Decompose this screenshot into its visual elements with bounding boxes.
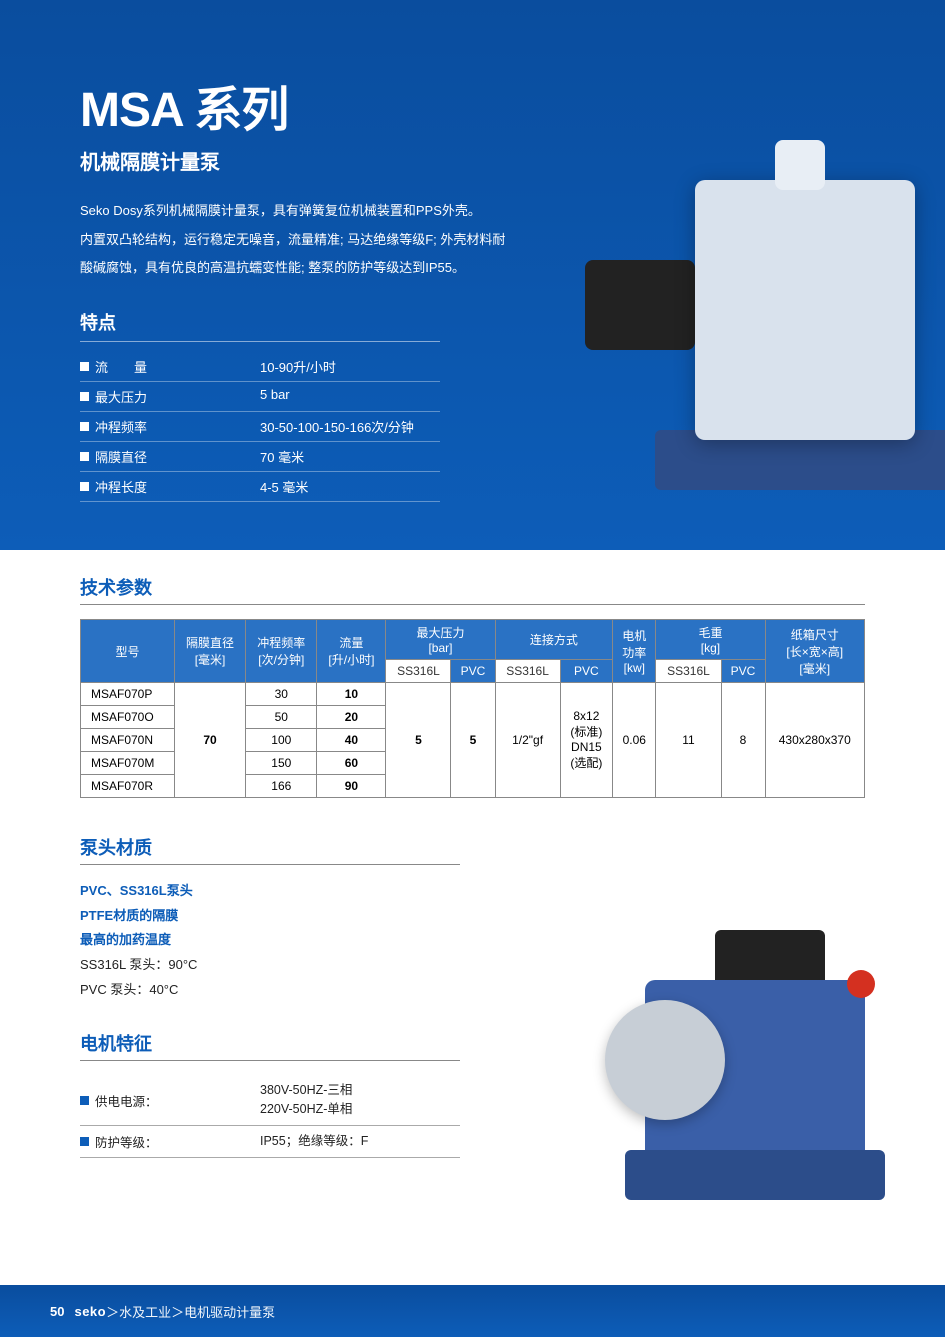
square-bullet-icon (80, 392, 89, 401)
subcol-pvc: PVC (451, 660, 495, 683)
col-maxp: 最大压力 [bar] (386, 620, 495, 660)
cell-motor: 0.06 (613, 683, 656, 798)
cell-box: 430x280x370 (765, 683, 864, 798)
col-motor: 电机 功率 [kw] (613, 620, 656, 683)
spec-table: 型号 隔膜直径 [毫米] 冲程频率 [次/分钟] 流量 [升/小时] 最大压力 … (80, 619, 865, 798)
cell-flow: 90 (317, 775, 386, 798)
breadcrumb: ＞水及工业＞电机驱动计量泵 (106, 1302, 275, 1321)
cell-model: MSAF070O (81, 706, 175, 729)
materials-line: PVC、SS316L泵头 (80, 879, 865, 904)
cell-maxp-pvc: 5 (451, 683, 495, 798)
features-table: 流 量 10-90升/小时 最大压力 5 bar 冲程频率 30-50-100-… (80, 352, 440, 502)
cell-flow: 10 (317, 683, 386, 706)
product-image-secondary (545, 910, 945, 1240)
subcol-pvc: PVC (721, 660, 765, 683)
cell-maxp-ss: 5 (386, 683, 451, 798)
cell-flow: 20 (317, 706, 386, 729)
subcol-ss: SS316L (656, 660, 721, 683)
feature-value: 30-50-100-150-166次/分钟 (260, 417, 440, 436)
cell-model: MSAF070R (81, 775, 175, 798)
motor-row: 供电电源： 380V-50HZ-三相 220V-50HZ-单相 (80, 1075, 460, 1126)
feature-label: 冲程频率 (95, 417, 147, 436)
feature-label: 隔膜直径 (95, 447, 147, 466)
feature-row: 冲程长度 4-5 毫米 (80, 472, 440, 502)
cell-weight-ss: 11 (656, 683, 721, 798)
motor-value: IP55；绝缘等级：F (260, 1132, 460, 1151)
square-bullet-icon (80, 482, 89, 491)
spec-panel: 技术参数 型号 隔膜直径 [毫米] 冲程频率 [次/分钟] 流量 [升/小时] … (0, 550, 945, 1178)
hero-panel: MSA 系列 机械隔膜计量泵 Seko Dosy系列机械隔膜计量泵，具有弹簧复位… (0, 0, 945, 550)
motor-label: 供电电源： (95, 1091, 158, 1110)
subcol-ss: SS316L (495, 660, 560, 683)
spec-heading: 技术参数 (80, 574, 865, 605)
feature-row: 冲程频率 30-50-100-150-166次/分钟 (80, 412, 440, 442)
cell-stroke: 166 (246, 775, 317, 798)
feature-label: 最大压力 (95, 387, 147, 406)
cell-diaphragm: 70 (174, 683, 245, 798)
feature-row: 最大压力 5 bar (80, 382, 440, 412)
page-footer: 50 seko ＞水及工业＞电机驱动计量泵 (0, 1285, 945, 1337)
cell-model: MSAF070N (81, 729, 175, 752)
conn-pvc-l4: (选配) (567, 754, 607, 771)
col-box: 纸箱尺寸 [长×宽×高] [毫米] (765, 620, 864, 683)
cell-stroke: 150 (246, 752, 317, 775)
col-conn: 连接方式 (495, 620, 613, 660)
cell-model: MSAF070P (81, 683, 175, 706)
page-number: 50 (50, 1304, 64, 1319)
materials-heading: 泵头材质 (80, 834, 460, 865)
cell-conn-ss: 1/2"gf (495, 683, 560, 798)
feature-row: 隔膜直径 70 毫米 (80, 442, 440, 472)
features-heading: 特点 (80, 309, 440, 342)
square-bullet-icon (80, 1137, 89, 1146)
feature-value: 4-5 毫米 (260, 477, 440, 496)
feature-value: 70 毫米 (260, 447, 440, 466)
page-title: MSA 系列 (80, 70, 865, 140)
cell-stroke: 100 (246, 729, 317, 752)
description-line-1: Seko Dosy系列机械隔膜计量泵，具有弹簧复位机械装置和PPS外壳。 (80, 199, 520, 224)
table-row: MSAF070P 70 30 10 5 5 1/2"gf 8x12 (标准) D… (81, 683, 865, 706)
feature-value: 5 bar (260, 387, 440, 406)
motor-section: 电机特征 供电电源： 380V-50HZ-三相 220V-50HZ-单相 防护等… (80, 1030, 460, 1158)
description-line-3: 酸碱腐蚀，具有优良的高温抗蠕变性能; 整泵的防护等级达到IP55。 (80, 256, 520, 281)
motor-heading: 电机特征 (80, 1030, 460, 1061)
cell-stroke: 50 (246, 706, 317, 729)
square-bullet-icon (80, 1096, 89, 1105)
cell-conn-pvc: 8x12 (标准) DN15 (选配) (560, 683, 613, 798)
col-stroke: 冲程频率 [次/分钟] (246, 620, 317, 683)
square-bullet-icon (80, 422, 89, 431)
conn-pvc-l3: DN15 (567, 740, 607, 754)
col-model: 型号 (81, 620, 175, 683)
col-weight: 毛重 [kg] (656, 620, 765, 660)
feature-value: 10-90升/小时 (260, 357, 440, 376)
product-image-primary (525, 140, 945, 500)
motor-label: 防护等级： (95, 1132, 158, 1151)
subcol-ss: SS316L (386, 660, 451, 683)
feature-label: 冲程长度 (95, 477, 147, 496)
square-bullet-icon (80, 452, 89, 461)
cell-model: MSAF070M (81, 752, 175, 775)
col-flow: 流量 [升/小时] (317, 620, 386, 683)
cell-weight-pvc: 8 (721, 683, 765, 798)
feature-label: 流 量 (95, 357, 147, 376)
col-diaphragm: 隔膜直径 [毫米] (174, 620, 245, 683)
cell-flow: 40 (317, 729, 386, 752)
brand-name: seko (74, 1304, 106, 1319)
cell-stroke: 30 (246, 683, 317, 706)
cell-flow: 60 (317, 752, 386, 775)
motor-row: 防护等级： IP55；绝缘等级：F (80, 1126, 460, 1158)
description-line-2: 内置双凸轮结构，运行稳定无噪音，流量精准; 马达绝缘等级F; 外壳材料耐 (80, 228, 520, 253)
motor-value: 380V-50HZ-三相 220V-50HZ-单相 (260, 1081, 460, 1119)
conn-pvc-l1: 8x12 (567, 709, 607, 723)
square-bullet-icon (80, 362, 89, 371)
conn-pvc-l2: (标准) (567, 723, 607, 740)
feature-row: 流 量 10-90升/小时 (80, 352, 440, 382)
subcol-pvc: PVC (560, 660, 613, 683)
